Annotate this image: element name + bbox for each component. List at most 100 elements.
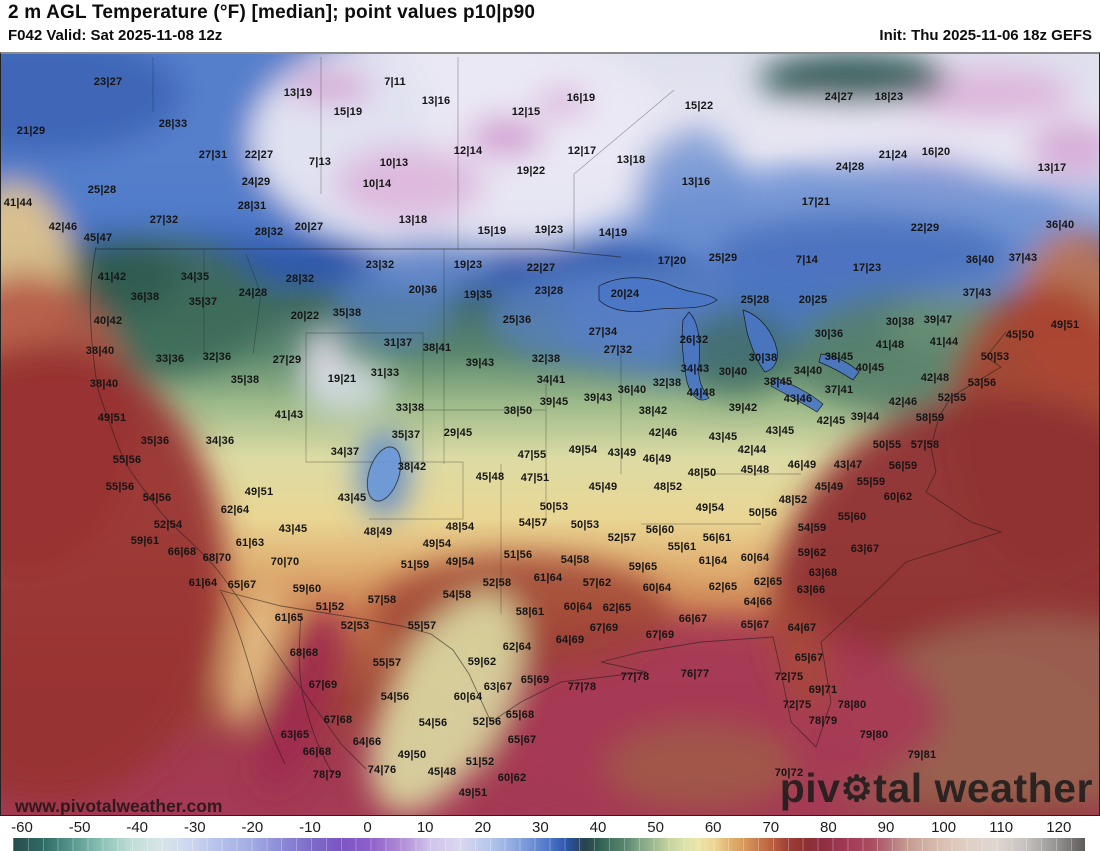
point-value-label: 45|47 [83,232,113,244]
point-value-label: 30|40 [718,366,748,378]
point-value-label: 78|80 [837,699,867,711]
point-value-label: 15|19 [333,106,363,118]
point-value-label: 19|23 [534,224,564,236]
point-value-label: 72|75 [782,699,812,711]
point-value-label: 36|40 [965,254,995,266]
point-value-label: 31|37 [383,337,413,349]
point-value-label: 20|24 [610,288,640,300]
point-value-label: 30|38 [748,352,778,364]
point-value-label: 43|49 [607,447,637,459]
watermark-logo-text-right: tal weather [873,765,1093,811]
point-value-label: 55|59 [856,476,886,488]
point-value-label: 39|43 [583,392,613,404]
point-value-label: 22|29 [910,222,940,234]
point-value-label: 21|29 [16,125,46,137]
point-value-label: 39|45 [539,396,569,408]
colorbar-tick-label: 90 [877,819,895,836]
point-value-label: 35|37 [391,429,421,441]
point-value-label: 23|32 [365,259,395,271]
point-value-label: 56|60 [645,524,675,536]
point-value-label: 65|67 [794,652,824,664]
temperature-map: 23|27 13|19 7|11 13|16 21|29 28|33 12|15 15|19 1… [0,52,1100,816]
gear-icon: ⚙ [840,768,874,809]
point-value-label: 43|45 [765,425,795,437]
point-value-label: 55|56 [112,454,142,466]
colorbar-tick-label: -30 [183,819,206,836]
point-value-label: 54|59 [797,522,827,534]
point-value-label: 14|19 [598,227,628,239]
point-value-label: 41|43 [274,409,304,421]
point-value-label: 27|32 [149,214,179,226]
point-value-label: 13|17 [1037,162,1067,174]
point-value-label: 60|62 [497,772,527,784]
colorbar-tick-label: 50 [647,819,664,836]
point-value-label: 36|38 [130,291,160,303]
point-value-label: 48|52 [778,494,808,506]
point-value-label: 65|67 [507,734,537,746]
point-value-label: 38|40 [85,345,115,357]
point-value-label: 59|65 [628,561,658,573]
point-value-label: 65|69 [520,674,550,686]
point-value-label: 20|22 [290,310,320,322]
point-value-label: 40|42 [93,315,123,327]
point-value-label: 12|14 [453,145,483,157]
point-value-label: 51|56 [503,549,533,561]
point-value-label: 66|67 [678,613,708,625]
point-value-label: 50|53 [539,501,569,513]
point-value-label: 63|67 [483,681,513,693]
point-value-label: 45|48 [475,471,505,483]
point-value-label: 49|54 [445,556,475,568]
colorbar-tick-label: 40 [589,819,607,836]
point-value-label: 28|32 [254,226,284,238]
point-value-label: 38|42 [638,405,668,417]
point-value-label: 32|36 [202,351,232,363]
colorbar-tick-label: -40 [126,819,149,836]
point-value-label: 60|64 [642,582,672,594]
point-value-label: 19|21 [327,373,357,385]
point-value-label: 77|78 [567,681,597,693]
point-value-label: 39|42 [728,402,758,414]
point-value-label: 54|58 [560,554,590,566]
point-value-label: 52|53 [340,620,370,632]
point-value-label: 51|52 [315,601,345,613]
point-value-label: 34|35 [180,271,210,283]
point-value-label: 63|67 [850,543,880,555]
colorbar-tick-label: 80 [820,819,837,836]
watermark-logo: piv⚙tal weather [780,768,1093,809]
colorbar-tick-label: 30 [532,819,549,836]
point-value-label: 24|29 [241,176,271,188]
point-value-label: 50|56 [748,507,778,519]
point-value-label: 45|50 [1005,329,1035,341]
point-value-label: 56|61 [702,532,732,544]
point-value-label: 17|20 [657,255,687,267]
point-value-label: 74|76 [367,764,397,776]
point-value-label: 42|44 [737,444,767,456]
temperature-field-graphic [1,54,1099,815]
point-value-label: 15|19 [477,225,507,237]
model-init-text: Init: Thu 2025-11-06 18z GEFS [879,27,1092,44]
point-value-label: 62|64 [502,641,532,653]
point-value-label: 15|22 [684,100,714,112]
point-value-label: 76|77 [680,668,710,680]
point-value-label: 12|15 [511,106,541,118]
point-value-label: 57|58 [910,439,940,451]
point-value-label: 50|53 [570,519,600,531]
point-value-label: 49|54 [568,444,598,456]
point-value-label: 64|66 [743,596,773,608]
point-value-label: 32|38 [652,377,682,389]
point-value-label: 55|57 [407,620,437,632]
point-values-layer: 23|27 13|19 7|11 13|16 21|29 28|33 12|15 15|19 1… [1,54,1099,815]
point-value-label: 24|28 [238,287,268,299]
point-value-label: 52|55 [937,392,967,404]
colorbar-tick-label: 110 [989,819,1014,836]
point-value-label: 60|64 [563,601,593,613]
point-value-label: 38|40 [89,378,119,390]
point-value-label: 65|68 [505,709,535,721]
point-value-label: 27|31 [198,149,228,161]
point-value-label: 69|71 [808,684,838,696]
point-value-label: 43|46 [783,393,813,405]
point-value-label: 23|28 [534,285,564,297]
point-value-label: 38|41 [422,342,452,354]
point-value-label: 39|47 [923,314,953,326]
point-value-label: 62|64 [220,504,250,516]
